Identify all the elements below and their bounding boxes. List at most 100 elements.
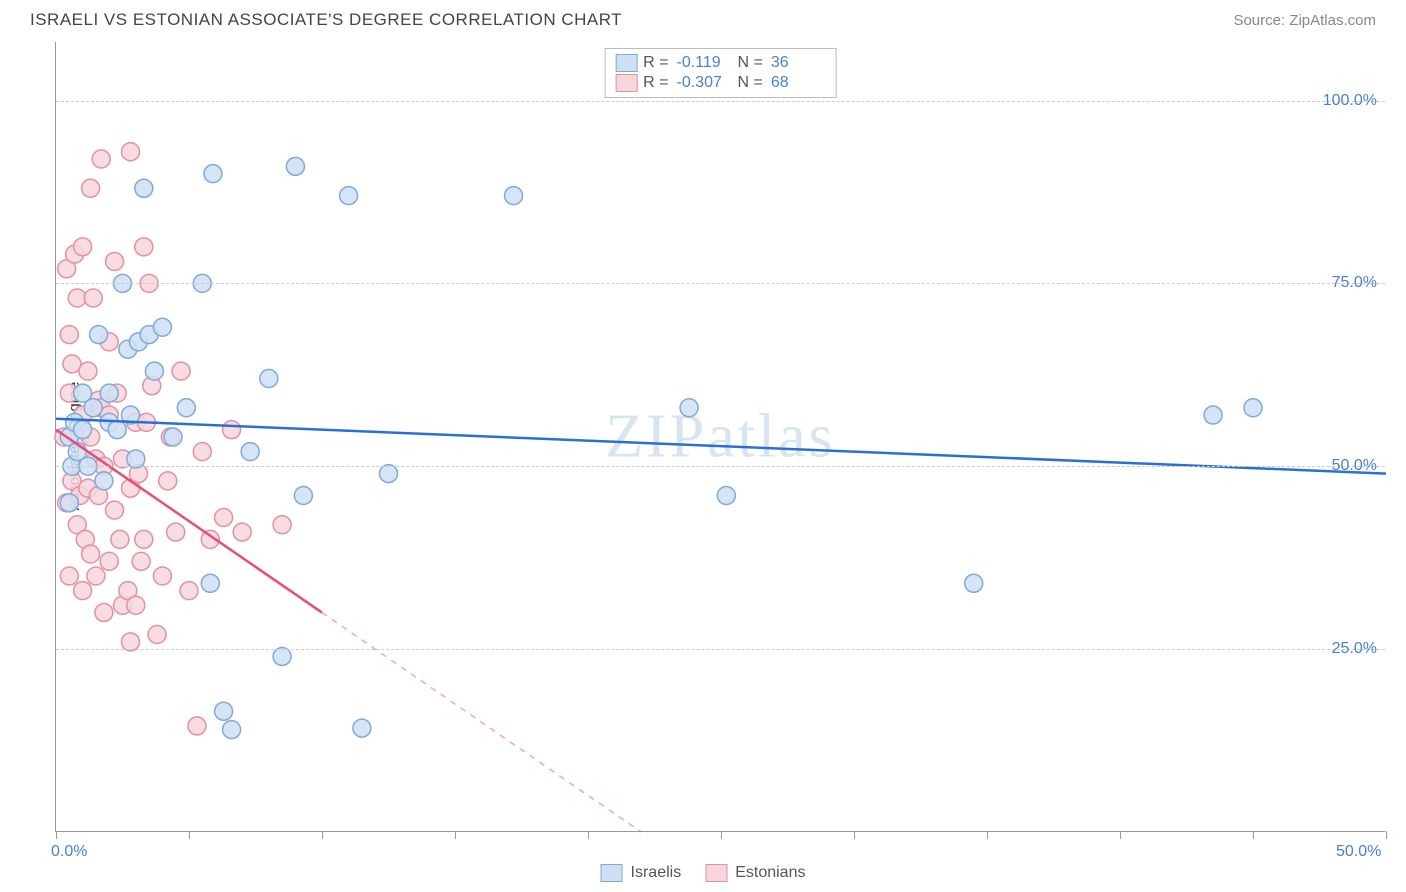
data-point xyxy=(1204,406,1222,424)
data-point xyxy=(108,421,126,439)
source-label: Source: ZipAtlas.com xyxy=(1233,12,1376,29)
legend-n-label: N = xyxy=(738,54,763,72)
chart-container: ZIPatlas R = -0.119 N = 36 R = -0.307 N … xyxy=(55,42,1385,832)
xtick xyxy=(721,831,722,839)
data-point xyxy=(294,487,312,505)
data-point xyxy=(340,187,358,205)
legend-item-estonians: Estonians xyxy=(705,864,805,882)
legend-n-value-estonians: 68 xyxy=(771,74,826,92)
data-point xyxy=(60,567,78,585)
xtick xyxy=(322,831,323,839)
data-point xyxy=(106,252,124,270)
data-point xyxy=(180,582,198,600)
data-point xyxy=(223,421,241,439)
chart-svg xyxy=(56,42,1385,831)
data-point xyxy=(90,326,108,344)
data-point xyxy=(193,443,211,461)
legend-swatch-israelis-icon xyxy=(601,864,623,882)
data-point xyxy=(177,399,195,417)
legend-r-value-israelis: -0.119 xyxy=(677,54,732,72)
legend-r-label: R = xyxy=(643,54,668,72)
data-point xyxy=(84,289,102,307)
xtick xyxy=(455,831,456,839)
data-point xyxy=(60,326,78,344)
data-point xyxy=(505,187,523,205)
data-point xyxy=(380,465,398,483)
data-point xyxy=(87,567,105,585)
ytick-label: 100.0% xyxy=(1323,92,1377,110)
data-point xyxy=(286,157,304,175)
legend-swatch-israelis xyxy=(615,54,637,72)
grid-line xyxy=(56,649,1385,650)
data-point xyxy=(965,574,983,592)
data-point xyxy=(95,472,113,490)
data-point xyxy=(79,362,97,380)
xtick xyxy=(56,831,57,839)
data-point xyxy=(188,717,206,735)
data-point xyxy=(172,362,190,380)
xtick xyxy=(1386,831,1387,839)
ytick-label: 75.0% xyxy=(1332,274,1377,292)
data-point xyxy=(82,545,100,563)
data-point xyxy=(164,428,182,446)
xtick xyxy=(854,831,855,839)
legend-swatch-estonians-icon xyxy=(705,864,727,882)
grid-line xyxy=(56,101,1385,102)
data-point xyxy=(92,150,110,168)
legend-r-label: R = xyxy=(643,74,668,92)
xtick-label: 0.0% xyxy=(51,843,87,861)
data-point xyxy=(74,421,92,439)
ytick-label: 25.0% xyxy=(1332,640,1377,658)
legend-stats-row-israelis: R = -0.119 N = 36 xyxy=(615,53,826,73)
chart-title: ISRAELI VS ESTONIAN ASSOCIATE'S DEGREE C… xyxy=(30,10,622,30)
data-point xyxy=(260,369,278,387)
data-point xyxy=(241,443,259,461)
plot-area: ZIPatlas R = -0.119 N = 36 R = -0.307 N … xyxy=(55,42,1385,832)
data-point xyxy=(148,626,166,644)
legend-item-israelis: Israelis xyxy=(601,864,682,882)
data-point xyxy=(153,318,171,336)
xtick-label: 50.0% xyxy=(1336,843,1381,861)
xtick xyxy=(588,831,589,839)
data-point xyxy=(273,516,291,534)
data-point xyxy=(82,179,100,197)
legend-n-value-israelis: 36 xyxy=(771,54,826,72)
data-point xyxy=(233,523,251,541)
data-point xyxy=(201,574,219,592)
data-point xyxy=(60,494,78,512)
data-point xyxy=(121,143,139,161)
data-point xyxy=(680,399,698,417)
data-point xyxy=(215,702,233,720)
data-point xyxy=(135,238,153,256)
data-point xyxy=(273,647,291,665)
xtick xyxy=(1253,831,1254,839)
legend-label-estonians: Estonians xyxy=(735,864,805,882)
data-point xyxy=(106,501,124,519)
grid-line xyxy=(56,466,1385,467)
legend-stats-row-estonians: R = -0.307 N = 68 xyxy=(615,73,826,93)
data-point xyxy=(717,487,735,505)
xtick xyxy=(1120,831,1121,839)
data-point xyxy=(135,530,153,548)
legend-label-israelis: Israelis xyxy=(631,864,682,882)
data-point xyxy=(132,552,150,570)
trend-line-dashed xyxy=(322,613,641,832)
data-point xyxy=(127,450,145,468)
legend-series: Israelis Estonians xyxy=(601,864,806,882)
legend-stats: R = -0.119 N = 36 R = -0.307 N = 68 xyxy=(604,48,837,98)
data-point xyxy=(167,523,185,541)
data-point xyxy=(215,508,233,526)
data-point xyxy=(223,721,241,739)
data-point xyxy=(145,362,163,380)
legend-swatch-estonians xyxy=(615,74,637,92)
data-point xyxy=(153,567,171,585)
data-point xyxy=(204,165,222,183)
data-point xyxy=(74,238,92,256)
data-point xyxy=(84,399,102,417)
legend-r-value-estonians: -0.307 xyxy=(677,74,732,92)
data-point xyxy=(135,179,153,197)
data-point xyxy=(74,582,92,600)
legend-n-label: N = xyxy=(738,74,763,92)
xtick xyxy=(987,831,988,839)
data-point xyxy=(100,552,118,570)
